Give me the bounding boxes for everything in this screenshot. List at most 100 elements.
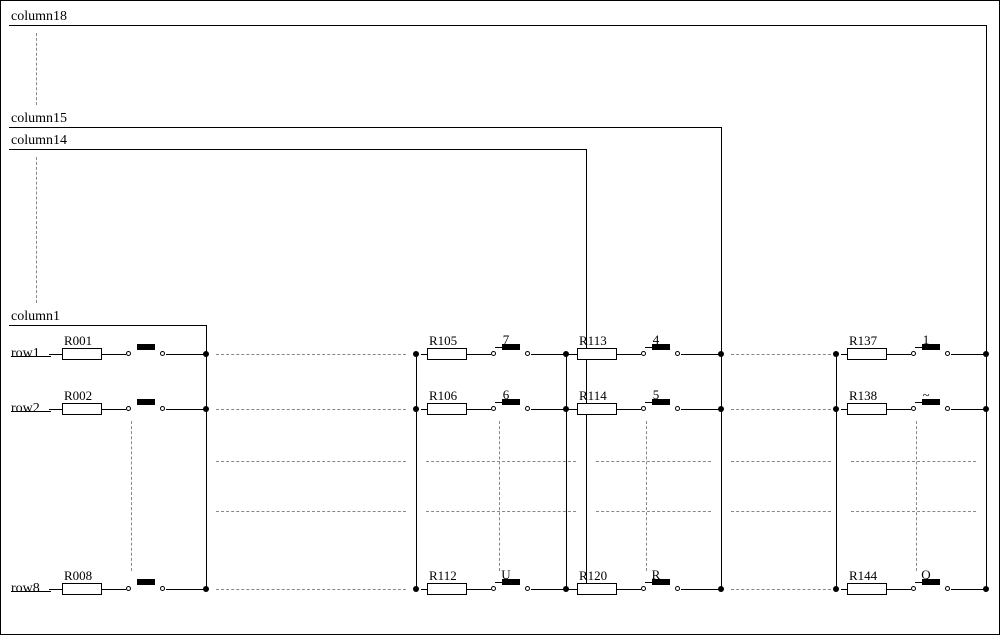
switch-cap [652,344,670,350]
switch-terminal [911,351,916,356]
wire-seg [467,589,491,590]
switch-terminal [641,586,646,591]
column-bus [9,325,206,326]
switch-cap [922,344,940,350]
resistor-ref: R112 [429,568,457,584]
junction-node [833,586,839,592]
switch-terminal [525,586,530,591]
matrix-cell: R112U [421,574,566,604]
wire-seg [166,409,206,410]
resistor-ref: R113 [579,333,607,349]
switch-cap [652,579,670,585]
bus-gap-dash [36,157,37,303]
row-label: row8 [11,581,40,597]
matrix-cell: R1145 [571,394,716,424]
resistor [427,348,467,360]
row-continuation-dash [596,461,711,462]
col-continuation-dash [916,421,917,571]
column-drop [206,325,207,589]
row-continuation-dash [851,511,976,512]
matrix-cell: R138~ [841,394,986,424]
column-bus [9,25,986,26]
junction-node [563,406,569,412]
switch-terminal [641,351,646,356]
row-lead [49,354,56,355]
matrix-cell: R1371 [841,339,986,369]
column-label: column18 [11,9,67,25]
column-label: column15 [11,111,67,127]
switch-terminal [641,406,646,411]
wire-seg [681,354,721,355]
switch-cap [137,399,155,405]
switch-terminal [491,351,496,356]
switch-cap [137,579,155,585]
junction-node [833,406,839,412]
push-switch [641,351,681,361]
resistor [62,583,102,595]
row-continuation-dash [731,589,831,590]
switch-terminal [945,586,950,591]
wire-seg [102,354,126,355]
row-continuation-dash [426,461,576,462]
wire-seg [887,409,911,410]
resistor [427,583,467,595]
push-switch [911,406,951,416]
bus-gap-dash [36,33,37,105]
row-continuation-dash [216,461,406,462]
col-continuation-dash [499,421,500,571]
push-switch [126,351,166,361]
push-switch [491,406,531,416]
switch-terminal [911,406,916,411]
wire-seg [617,589,641,590]
push-switch [126,406,166,416]
switch-terminal [160,586,165,591]
col-continuation-dash [131,421,132,571]
row-continuation-dash [216,409,406,410]
switch-terminal [525,351,530,356]
wire-seg [166,354,206,355]
row-continuation-dash [426,511,576,512]
row-continuation-dash [851,461,976,462]
matrix-cell: R001 [56,339,201,369]
row-continuation-dash [216,354,406,355]
group-row-bus [836,354,837,589]
row-continuation-dash [731,409,831,410]
resistor-ref: R105 [429,333,457,349]
row-continuation-dash [216,589,406,590]
switch-cap [652,399,670,405]
wire-seg [166,589,206,590]
switch-terminal [525,406,530,411]
junction-node [413,351,419,357]
junction-node [718,586,724,592]
resistor [427,403,467,415]
wire-seg [887,589,911,590]
junction-node [203,351,209,357]
junction-node [203,586,209,592]
switch-cap [502,399,520,405]
push-switch [911,586,951,596]
junction-node [563,586,569,592]
push-switch [911,351,951,361]
matrix-cell: R1066 [421,394,566,424]
junction-node [563,351,569,357]
column-bus [9,149,586,150]
group-row-bus [416,354,417,589]
matrix-cell: R1057 [421,339,566,369]
switch-terminal [911,586,916,591]
schematic-canvas: column18column15column14column1row1row2r… [0,0,1000,635]
matrix-cell: R002 [56,394,201,424]
row-continuation-dash [596,511,711,512]
push-switch [491,351,531,361]
column-drop [986,25,987,589]
wire-seg [951,354,986,355]
matrix-cell: R008 [56,574,201,604]
row-continuation-dash [731,461,831,462]
wire-seg [102,589,126,590]
wire-seg [102,409,126,410]
push-switch [641,406,681,416]
switch-cap [922,579,940,585]
column-drop [586,149,587,589]
row-lead [49,589,56,590]
push-switch [491,586,531,596]
resistor [847,403,887,415]
